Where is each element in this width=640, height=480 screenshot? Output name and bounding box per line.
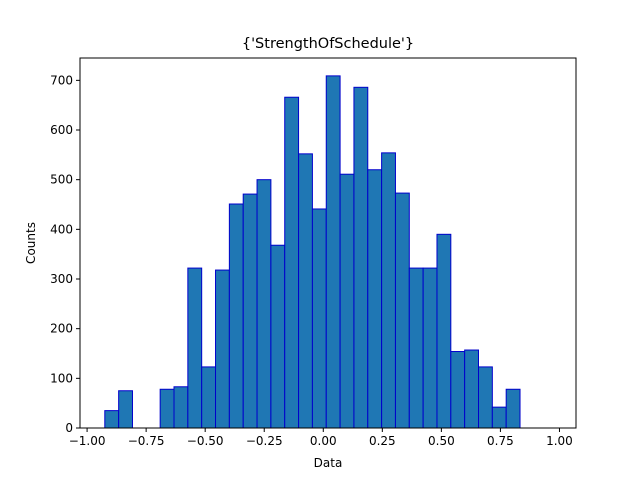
histogram-bar: [450, 351, 466, 429]
histogram-bar: [311, 208, 327, 429]
chart-title: {'StrengthOfSchedule'}: [242, 36, 414, 52]
histogram-bar: [478, 366, 493, 429]
x-tick-label: −0.25: [246, 434, 283, 448]
histogram-bar: [408, 267, 424, 429]
histogram-bar: [367, 169, 383, 429]
y-axis-label: Counts: [24, 222, 38, 264]
y-tick-label: 400: [50, 222, 73, 236]
y-tick-label: 100: [50, 371, 73, 385]
histogram-bar: [228, 203, 244, 429]
x-tick-label: 0.50: [428, 434, 455, 448]
x-axis: −1.00 −0.75 −0.50 −0.25 0.00 0.25 0.50 0.75 1.00: [69, 428, 573, 448]
x-tick-label: −0.75: [128, 434, 165, 448]
x-axis-label: Data: [314, 456, 343, 470]
y-tick-label: 600: [50, 123, 73, 137]
histogram-bar: [256, 179, 272, 429]
histogram-bar: [422, 267, 438, 429]
x-tick-label: 1.00: [546, 434, 573, 448]
x-tick-label: 0.75: [487, 434, 514, 448]
bars-group: [104, 75, 562, 429]
x-tick-label: 0.25: [369, 434, 396, 448]
y-axis: 0 100 200 300 400 500 600 700: [50, 73, 80, 435]
histogram-bar: [339, 173, 355, 429]
x-tick-label: 0.00: [310, 434, 337, 448]
histogram-bar: [215, 269, 230, 429]
histogram-bar: [381, 152, 396, 429]
histogram-bar: [104, 410, 120, 429]
histogram-bar: [159, 388, 175, 429]
x-tick-label: −1.00: [69, 434, 106, 448]
histogram-bar: [173, 386, 189, 429]
histogram-bar: [325, 75, 341, 429]
histogram-bar: [118, 390, 133, 429]
x-tick-label: −0.50: [187, 434, 224, 448]
histogram-bar: [464, 349, 480, 429]
histogram-bar: [270, 244, 286, 429]
histogram-bar: [436, 233, 452, 429]
histogram-bar: [491, 406, 507, 429]
histogram-bar: [298, 153, 313, 429]
histogram-bar: [353, 86, 369, 429]
plot-area-frame: [79, 57, 577, 429]
y-tick-label: 300: [50, 272, 73, 286]
histogram-bar: [201, 366, 217, 429]
histogram-bar: [242, 193, 258, 429]
histogram-bar: [187, 267, 203, 429]
y-tick-label: 700: [50, 73, 73, 87]
histogram-bar: [505, 388, 521, 429]
histogram-bar: [284, 96, 300, 429]
y-tick-label: 200: [50, 322, 73, 336]
y-tick-label: 500: [50, 173, 73, 187]
y-tick-label: 0: [65, 421, 73, 435]
histogram-bar: [394, 192, 410, 429]
